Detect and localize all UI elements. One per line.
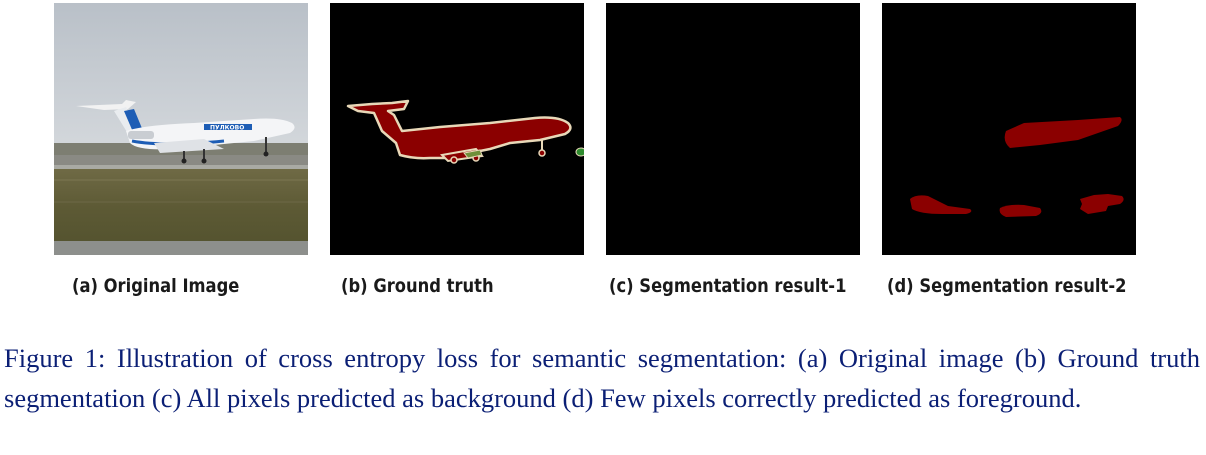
segmentation-result-1-mask	[606, 3, 860, 255]
original-image-panel: ПУЛКОВО	[54, 3, 308, 255]
airplane-mask	[346, 99, 572, 164]
subcaption-a: (a) Original Image	[72, 275, 240, 297]
segmentation-result-1-panel	[606, 3, 860, 255]
ground-truth-mask	[330, 3, 584, 255]
airplane-livery-text: ПУЛКОВО	[210, 125, 244, 132]
original-image-photo: ПУЛКОВО	[54, 3, 308, 255]
airplane	[76, 100, 295, 164]
figure-caption: Figure 1: Illustration of cross entropy …	[4, 343, 1200, 413]
predicted-region	[999, 204, 1042, 217]
ground-truth-panel	[330, 3, 584, 255]
segmentation-result-2-mask	[882, 3, 1136, 255]
predicted-region	[910, 195, 972, 214]
secondary-object-mask	[575, 147, 584, 157]
predicted-region	[1080, 194, 1124, 214]
subcaption-d: (d) Segmentation result-2	[887, 275, 1127, 297]
segmentation-result-2-panel	[882, 3, 1136, 255]
predicted-region	[1004, 117, 1122, 148]
subcaption-b: (b) Ground truth	[341, 275, 494, 297]
subcaption-c: (c) Segmentation result-1	[609, 275, 847, 297]
